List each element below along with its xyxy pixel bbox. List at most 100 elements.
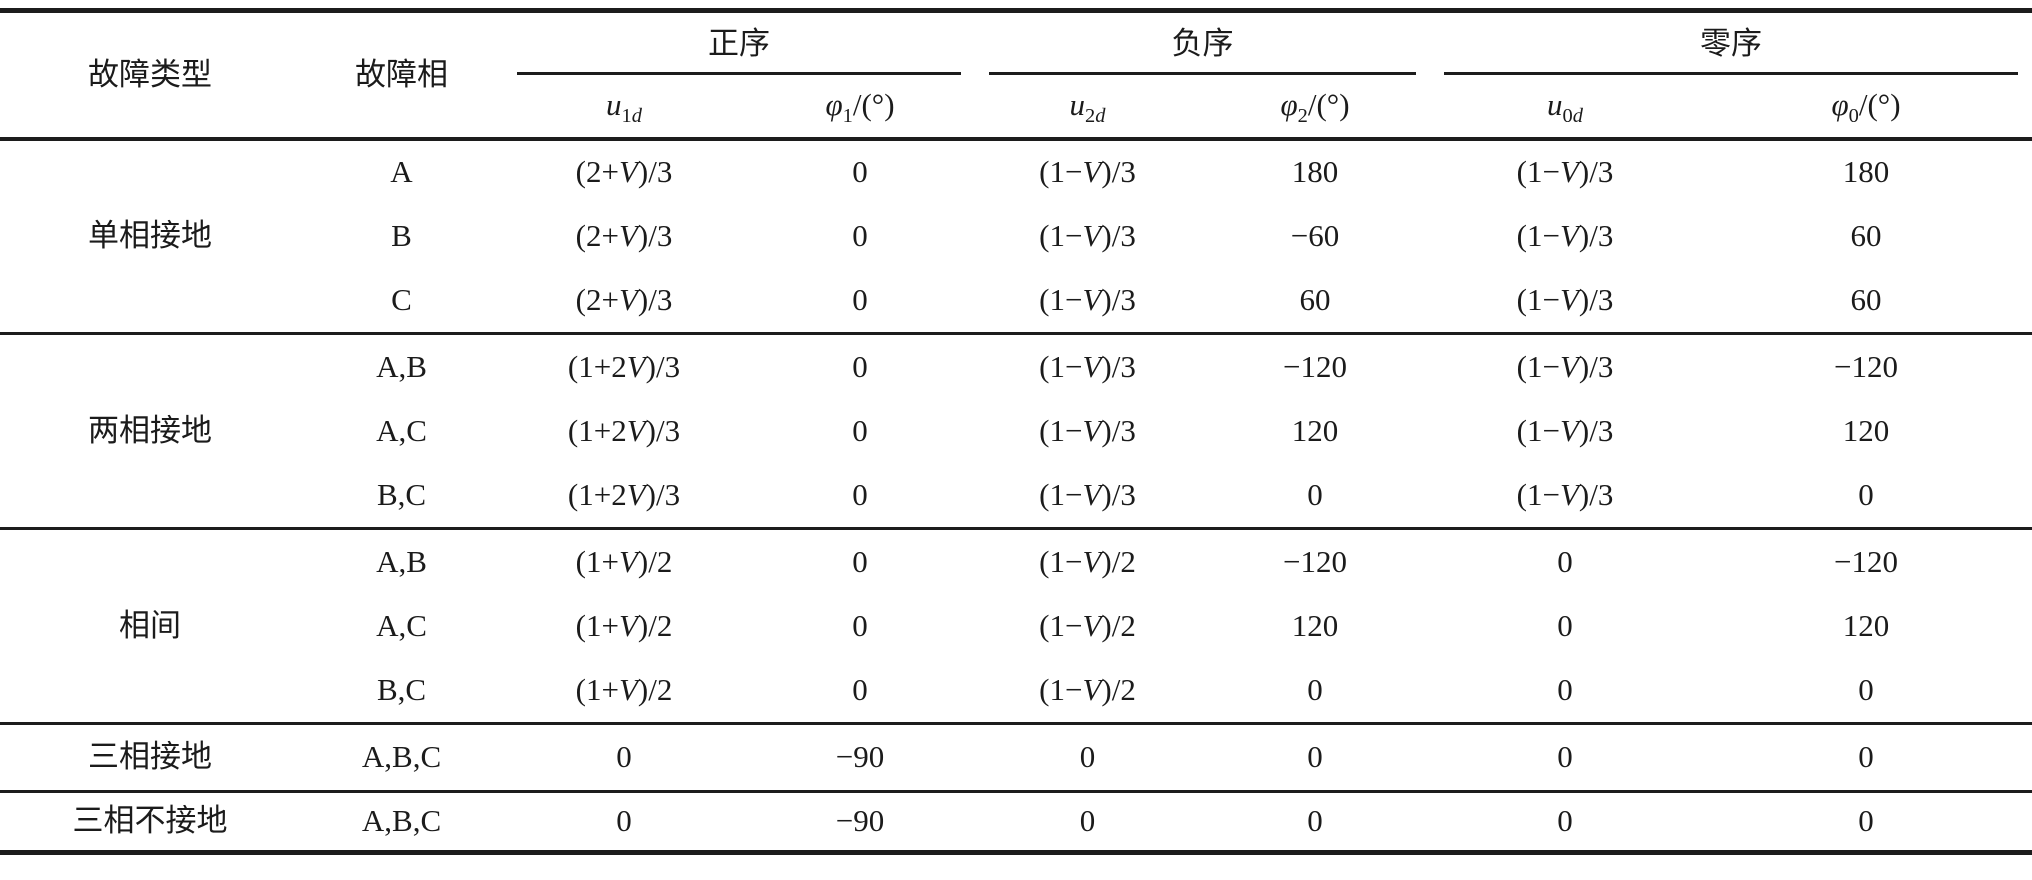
cell-fault-type: 单相接地 — [0, 138, 300, 335]
cell-u0: (1−V)/3 — [1516, 412, 1614, 448]
cell-phase: A,C — [376, 412, 427, 448]
cell-u0: (1−V)/3 — [1430, 463, 1700, 530]
cell-phi2: 180 — [1291, 153, 1339, 189]
cell-u1: (1+V)/2 — [503, 658, 745, 725]
cell-u0: 0 — [1430, 658, 1700, 725]
cell-u2: (1−V)/3 — [1039, 217, 1136, 253]
cell-u2: (1−V)/3 — [1039, 348, 1136, 384]
cell-phi2: 120 — [1291, 412, 1339, 448]
cell-phi2: 0 — [1200, 723, 1430, 793]
cell-u2: (1−V)/2 — [975, 658, 1200, 725]
cell-u2: 0 — [1079, 803, 1096, 839]
cell-u1: (2+V)/3 — [503, 268, 745, 335]
cell-phi1: 0 — [852, 543, 868, 579]
cell-u1: (1+2V)/3 — [567, 412, 681, 448]
cell-u1: 0 — [503, 723, 745, 793]
cell-phi2: −120 — [1283, 543, 1347, 579]
header-phi1: φ1/(°) — [745, 74, 975, 141]
cell-phi1: 0 — [852, 607, 868, 643]
table-row: 三相接地 A,B,C 0 −90 0 0 0 0 — [0, 723, 2032, 793]
cell-u0: (1−V)/3 — [1516, 153, 1614, 189]
table-row: 三相不接地 A,B,C 0 −90 0 0 0 0 — [0, 792, 2032, 853]
cell-u0: (1−V)/3 — [1516, 348, 1614, 384]
cell-u1: (1+V)/2 — [575, 543, 673, 579]
cell-phi1: 0 — [852, 412, 868, 448]
header-phi0: φ0/(°) — [1700, 74, 2032, 141]
table-row: 单相接地 A (2+V)/3 0 (1−V)/3 180 (1−V)/3 180 — [0, 138, 2032, 335]
cell-phi0: 0 — [1700, 658, 2032, 725]
cell-phase: A — [390, 153, 413, 189]
cell-phase: A,B,C — [361, 803, 442, 839]
cell-phi1: 0 — [852, 348, 868, 384]
cell-fault-type: 两相接地 — [0, 333, 300, 530]
cell-phase: A,B — [376, 543, 427, 579]
cell-phi0: −120 — [1834, 348, 1898, 384]
cell-phi0: 120 — [1842, 607, 1890, 643]
cell-phi1: 0 — [745, 268, 975, 335]
table-row: 相间 A,B (1+V)/2 0 (1−V)/2 −120 0 −120 — [0, 528, 2032, 725]
cell-u1: (1+2V)/3 — [503, 463, 745, 530]
table-row: 两相接地 A,B (1+2V)/3 0 (1−V)/3 −120 (1−V)/3… — [0, 333, 2032, 530]
cell-u0: 0 — [1430, 723, 1700, 793]
cell-fault-type: 三相接地 — [0, 723, 300, 793]
header-u0d: u0d — [1430, 74, 1700, 141]
cell-u0: 0 — [1557, 607, 1573, 643]
cell-phi2: 0 — [1200, 658, 1430, 725]
cell-phi1: 0 — [745, 658, 975, 725]
header-u2d: u2d — [975, 74, 1200, 141]
cell-phi1: 0 — [852, 153, 868, 189]
cell-u1: (2+V)/3 — [575, 153, 673, 189]
cell-phase: C — [300, 268, 503, 335]
cell-fault-type: 相间 — [0, 528, 300, 725]
table-row: B (2+V)/3 0 (1−V)/3 −60 (1−V)/3 60 — [0, 204, 2032, 269]
cell-u0: (1−V)/3 — [1430, 268, 1700, 335]
cell-phi0: 60 — [1700, 268, 2032, 335]
cell-phi0: −120 — [1834, 543, 1898, 579]
cell-phi2: 0 — [1200, 463, 1430, 530]
cell-phi1: −90 — [835, 803, 885, 839]
cell-phase: A,B,C — [300, 723, 503, 793]
table-row: A,C (1+2V)/3 0 (1−V)/3 120 (1−V)/3 120 — [0, 399, 2032, 464]
cell-u2: (1−V)/3 — [1039, 153, 1136, 189]
cell-u0: 0 — [1557, 543, 1573, 579]
table-row: A,C (1+V)/2 0 (1−V)/2 120 0 120 — [0, 594, 2032, 659]
header-zero-sequence: 零序 — [1430, 10, 2032, 75]
sequence-components-table: 故障类型 故障相 正序 负序 零序 u1d φ1/(°) u2d φ2/(°) — [0, 8, 2032, 855]
cell-phi0: 0 — [1700, 463, 2032, 530]
table-row: B,C (1+2V)/3 0 (1−V)/3 0 (1−V)/3 0 — [0, 463, 2032, 530]
cell-u2: (1−V)/3 — [1039, 412, 1136, 448]
cell-u1: (1+V)/2 — [575, 607, 673, 643]
cell-phi2: 120 — [1291, 607, 1339, 643]
cell-phase: A,B — [376, 348, 427, 384]
header-phi2: φ2/(°) — [1200, 74, 1430, 141]
cell-u0: 0 — [1557, 803, 1573, 839]
table-row: B,C (1+V)/2 0 (1−V)/2 0 0 0 — [0, 658, 2032, 725]
cell-phi1: 0 — [852, 217, 868, 253]
cell-u1: (1+2V)/3 — [567, 348, 681, 384]
cell-phi1: −90 — [745, 723, 975, 793]
cell-phi2: −120 — [1283, 348, 1347, 384]
header-row-groups: 故障类型 故障相 正序 负序 零序 — [0, 10, 2032, 141]
cell-phase: A,C — [376, 607, 427, 643]
cell-u2: (1−V)/2 — [1039, 543, 1136, 579]
cell-phi0: 0 — [1858, 803, 1874, 839]
cell-phi0: 180 — [1842, 153, 1890, 189]
cell-u2: (1−V)/2 — [1039, 607, 1136, 643]
header-fault-phase: 故障相 — [300, 10, 503, 141]
cell-phi1: 0 — [745, 463, 975, 530]
cell-u2: (1−V)/3 — [975, 268, 1200, 335]
cell-u1: (2+V)/3 — [575, 217, 673, 253]
table-row: C (2+V)/3 0 (1−V)/3 60 (1−V)/3 60 — [0, 268, 2032, 335]
cell-u2: 0 — [975, 723, 1200, 793]
cell-phi0: 0 — [1700, 723, 2032, 793]
header-positive-sequence: 正序 — [503, 10, 975, 75]
cell-phi2: 0 — [1307, 803, 1323, 839]
header-u1d: u1d — [503, 74, 745, 141]
cell-phi2: 60 — [1200, 268, 1430, 335]
header-negative-sequence: 负序 — [975, 10, 1430, 75]
cell-phase: B,C — [300, 658, 503, 725]
cell-phase: B,C — [300, 463, 503, 530]
cell-phase: B — [391, 217, 412, 253]
cell-u2: (1−V)/3 — [975, 463, 1200, 530]
